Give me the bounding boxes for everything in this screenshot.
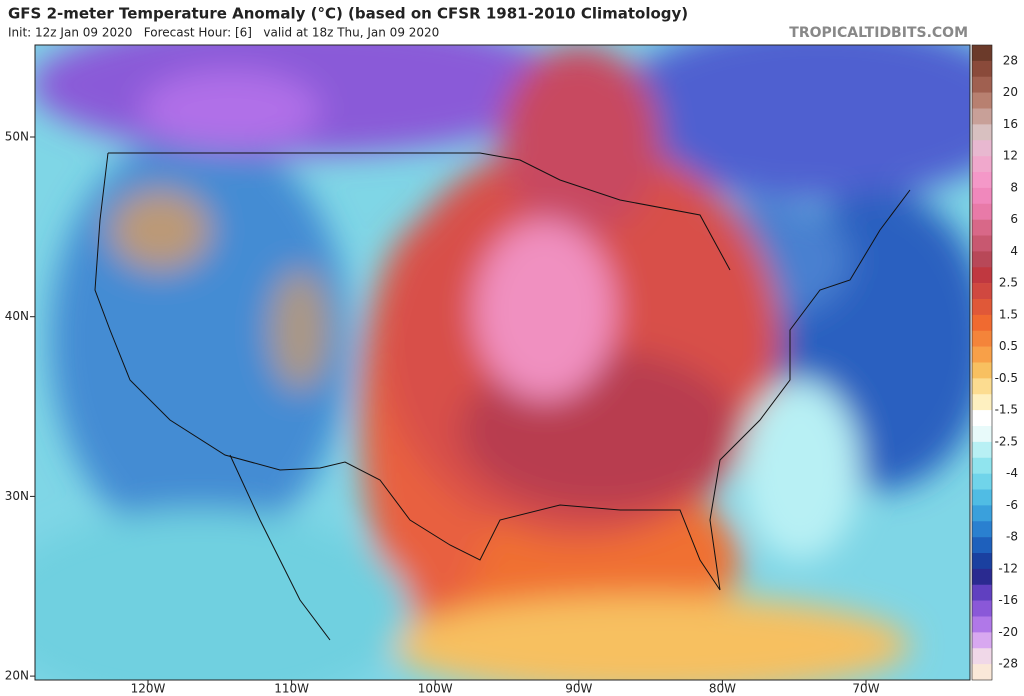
lat-label: 50N [5,130,29,144]
colorbar-segment [972,251,992,268]
lat-label: 20N [5,669,29,683]
colorbar-segment [972,584,992,601]
colorbar-segment [972,267,992,284]
colorbar-segment [972,92,992,109]
lon-label: 70W [852,682,879,696]
map-frame [34,44,971,681]
colorbar-label: 12 [1003,149,1018,163]
lon-label: 90W [565,682,592,696]
lat-label: 30N [5,489,29,503]
colorbar-segment [972,568,992,586]
colorbar-label: 4 [1010,244,1018,258]
colorbar-segment [972,632,992,649]
colorbar-segment [972,203,992,220]
colorbar-label: 8 [1010,180,1018,194]
colorbar-label: -1.5 [995,403,1018,417]
lon-label: 120W [131,682,166,696]
lon-label: 110W [274,682,309,696]
colorbar-segment [972,283,992,300]
colorbar-label: -16 [998,593,1018,607]
title: GFS 2-meter Temperature Anomaly (°C) (ba… [8,5,688,23]
colorbar-segment [972,299,992,316]
colorbar-segment [972,346,992,363]
colorbar-frame [971,44,993,681]
colorbar-label: -6 [1006,498,1018,512]
colorbar-label: 1.5 [999,307,1018,321]
colorbar-segment [972,648,992,665]
colorbar-segment [972,172,992,189]
colorbar-label: 0.5 [999,339,1018,353]
colorbar-segment [972,664,992,681]
colorbar-segment [972,108,992,125]
colorbar-segment [972,187,992,205]
colorbar-segment [972,441,992,459]
colorbar-label: -20 [998,625,1018,639]
colorbar-segment [972,521,992,538]
colorbar-segment [972,235,992,252]
colorbar-segment [972,537,992,554]
colorbar-label: -4 [1006,466,1018,480]
colorbar-segment [972,378,992,395]
colorbar-label: 16 [1003,117,1018,131]
colorbar-segment [972,473,992,490]
colorbar-segment [972,362,992,379]
colorbar-segment [972,45,992,62]
lat-label: 40N [5,309,29,323]
colorbar-segment [972,219,992,236]
colorbar-label: 20 [1003,85,1018,99]
colorbar-segment [972,616,992,633]
colorbar-label: 2.5 [999,276,1018,290]
colorbar-label: 28 [1003,53,1018,67]
colorbar-label: -28 [998,657,1018,671]
colorbar-segment [972,410,992,427]
colorbar-label: -8 [1006,530,1018,544]
map-field [35,45,970,680]
colorbar-label: -12 [998,561,1018,575]
colorbar-segment [972,330,992,347]
colorbar-segment [972,314,992,332]
colorbar-segment [972,76,992,93]
colorbar-segment [972,489,992,506]
boundaries [94,152,911,641]
colorbar-segment [972,394,992,411]
watermark: TROPICALTIDBITS.COM [789,25,968,41]
colorbar-segment [972,426,992,443]
colorbar-segment [972,457,992,474]
colorbar-segment [972,156,992,173]
colorbar-segment [972,505,992,522]
colorbar-segment [972,140,992,157]
lon-label: 100W [418,682,453,696]
lon-label: 80W [709,682,736,696]
colorbar-segment [972,600,992,617]
colorbar-segment [972,124,992,141]
colorbar-label: -2.5 [995,434,1018,448]
colorbar-segment [972,553,992,570]
colorbar-label: 6 [1010,212,1018,226]
colorbar-segment [972,60,992,78]
subtitle: Init: 12z Jan 09 2020 Forecast Hour: [6]… [8,26,439,40]
colorbar-label: -0.5 [995,371,1018,385]
